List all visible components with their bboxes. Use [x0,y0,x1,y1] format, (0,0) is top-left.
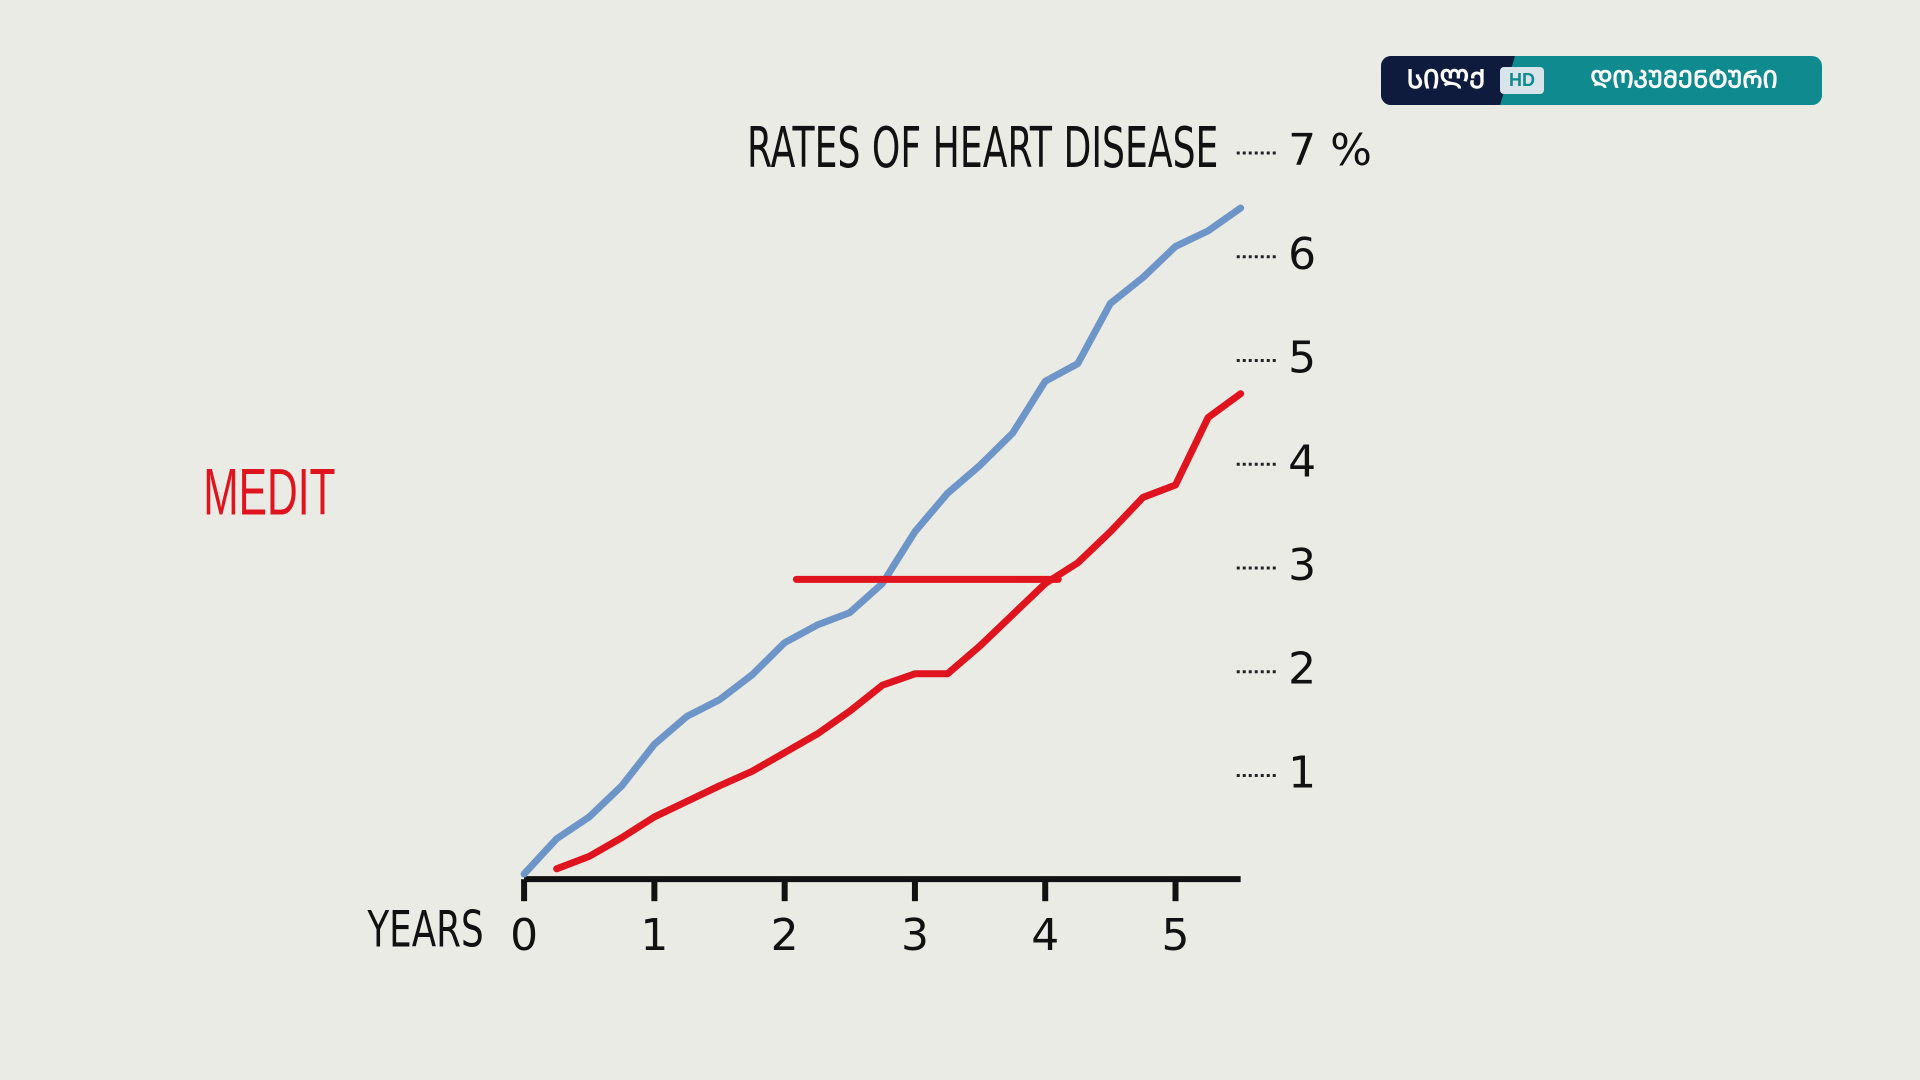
y-tick-label: 3 [1288,540,1316,591]
x-tick-label: 4 [1031,910,1059,961]
logo-badge: HD [1509,70,1535,90]
x-axis-label: YEARS [367,901,484,959]
logo-left: ᲡᲘᲚᲥ [1407,64,1486,94]
x-tick-label: 1 [640,910,668,961]
series-line [520,204,1245,878]
y-tick-label: 5 [1288,333,1316,384]
series-line [553,390,1245,873]
annotation: MEDIT [203,455,335,529]
x-tick-label: 2 [771,910,799,961]
x-tick-label: 3 [901,910,929,961]
x-tick-label: 0 [510,910,538,961]
y-tick-label: 1 [1288,747,1316,798]
logo-left-bg [1381,56,1515,105]
logo-right: ᲓᲝᲙᲣᲛᲔᲜᲢᲣᲠᲘ [1590,66,1777,93]
y-tick-label: 2 [1288,644,1316,695]
logo-badge-bg [1500,67,1544,94]
y-tick-label: 7 % [1288,125,1372,176]
chart-title: RATES OF HEART DISEASE [747,116,1218,181]
y-tick-label: 4 [1288,436,1316,487]
y-tick-label: 6 [1288,229,1316,280]
x-tick-label: 5 [1162,910,1190,961]
channel-logo: ᲡᲘᲚᲥ HD ᲓᲝᲙᲣᲛᲔᲜᲢᲣᲠᲘ [1381,56,1822,105]
